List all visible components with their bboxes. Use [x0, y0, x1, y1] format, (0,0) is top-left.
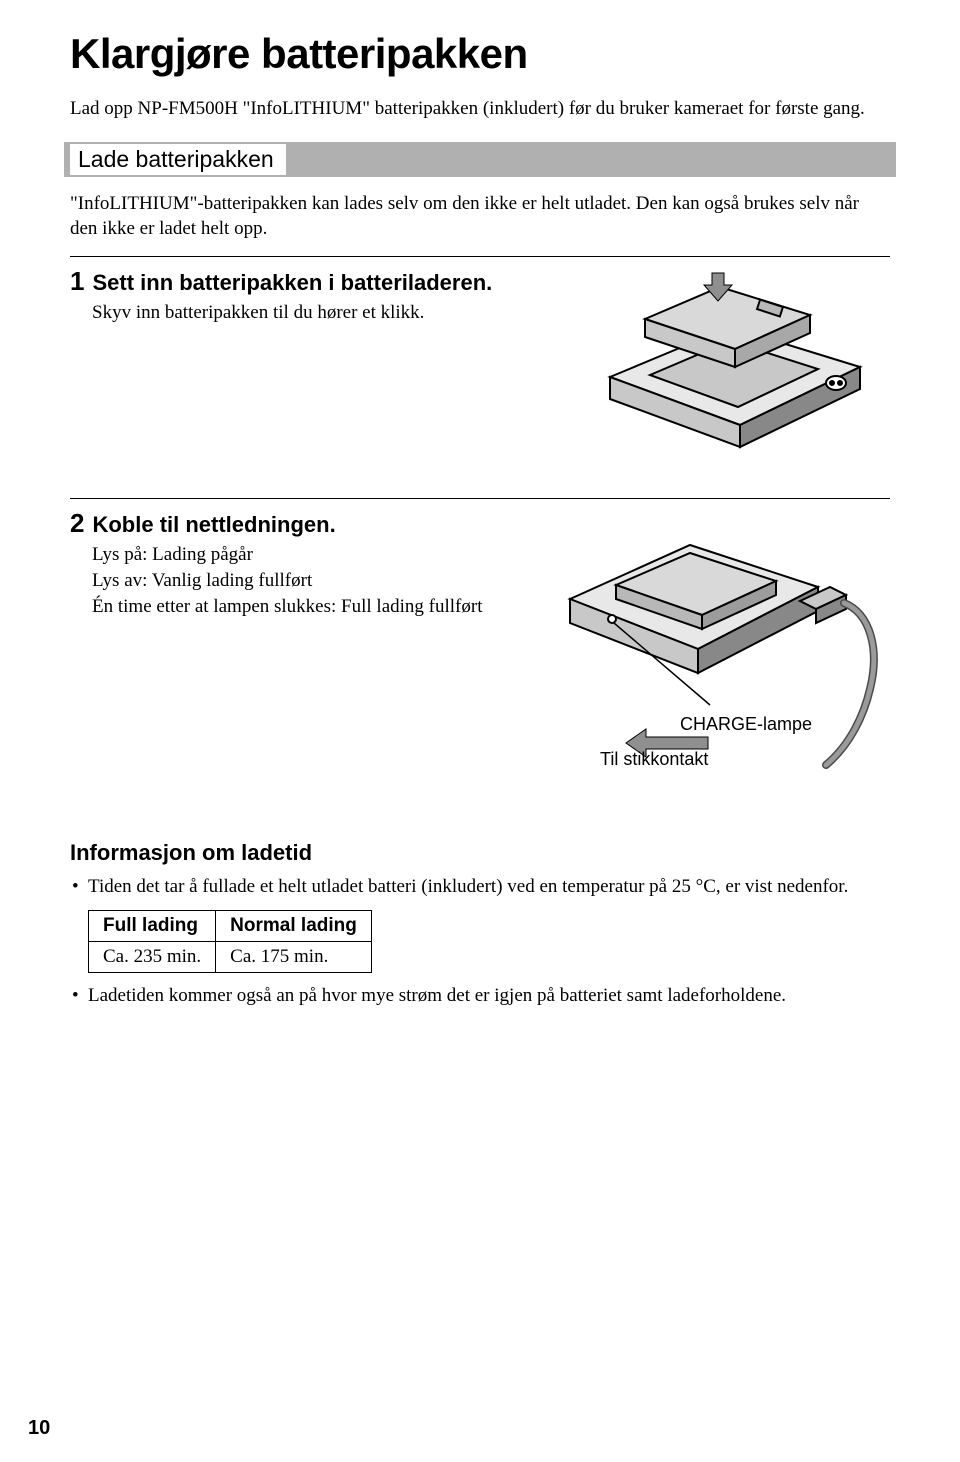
page-title: Klargjøre batteripakken	[70, 30, 890, 78]
step-1-desc: Skyv inn batteripakken til du hører et k…	[92, 300, 540, 326]
table-col-full: Full lading	[89, 910, 216, 941]
table-col-normal: Normal lading	[216, 910, 372, 941]
step-1-number: 1	[70, 267, 84, 296]
table-header-row: Full lading Normal lading	[89, 910, 372, 941]
charging-time-table: Full lading Normal lading Ca. 235 min. C…	[88, 910, 372, 973]
page-number: 10	[28, 1417, 50, 1440]
info-heading: Informasjon om ladetid	[70, 840, 890, 866]
full-charge-time: Ca. 235 min.	[89, 941, 216, 972]
info-bullet-1: Tiden det tar å fullade et helt utladet …	[70, 874, 890, 900]
normal-charge-time: Ca. 175 min.	[216, 941, 372, 972]
section-header-bar: Lade batteripakken	[64, 142, 896, 177]
step-1: 1 Sett inn batteripakken i batteriladere…	[70, 256, 890, 462]
step-2-illustration: CHARGE-lampe Til stikkontakt	[530, 509, 890, 770]
step-2: 2 Koble til nettledningen. Lys på: Ladin…	[70, 498, 890, 770]
section-header: Lade batteripakken	[78, 146, 274, 172]
step-1-title: Sett inn batteripakken i batteriladeren.	[92, 269, 492, 297]
step-2-desc: Lys på: Lading pågår Lys av: Vanlig ladi…	[92, 542, 510, 619]
charging-time-info: Informasjon om ladetid Tiden det tar å f…	[70, 840, 890, 1008]
step-1-illustration	[560, 267, 890, 462]
intro-paragraph: Lad opp NP-FM500H "InfoLITHIUM" batterip…	[70, 96, 890, 122]
step-2-number: 2	[70, 509, 84, 538]
table-row: Ca. 235 min. Ca. 175 min.	[89, 941, 372, 972]
step-2-title: Koble til nettledningen.	[92, 511, 335, 539]
section-body: "InfoLITHIUM"-batteripakken kan lades se…	[70, 191, 890, 242]
info-bullet-2: Ladetiden kommer også an på hvor mye str…	[70, 983, 890, 1009]
